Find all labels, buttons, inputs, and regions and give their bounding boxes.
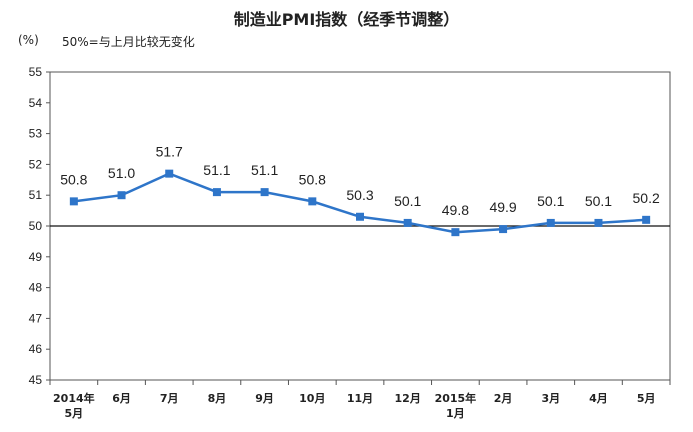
x-tick-label: 2015年 xyxy=(435,391,477,405)
data-label: 50.1 xyxy=(394,193,421,209)
x-tick-label: 8月 xyxy=(208,392,227,405)
y-tick-label: 54 xyxy=(29,96,43,110)
x-tick-label: 12月 xyxy=(395,392,421,405)
data-point xyxy=(212,188,221,197)
y-tick-label: 50 xyxy=(29,219,43,233)
data-label: 50.1 xyxy=(585,193,612,209)
y-tick-label: 46 xyxy=(29,342,43,356)
x-tick-label: 4月 xyxy=(589,392,608,405)
data-point xyxy=(451,228,460,237)
y-tick-label: 55 xyxy=(29,65,43,79)
x-tick-label: 9月 xyxy=(255,392,274,405)
data-label: 51.1 xyxy=(251,162,278,178)
data-point xyxy=(499,225,508,234)
data-label: 51.1 xyxy=(203,162,230,178)
data-label: 51.7 xyxy=(156,144,183,160)
data-point xyxy=(594,218,603,227)
data-point xyxy=(546,218,555,227)
chart-annotation: 50%=与上月比较无变化 xyxy=(62,35,195,49)
data-point xyxy=(403,218,412,227)
data-point xyxy=(165,169,174,178)
y-tick-label: 48 xyxy=(29,281,43,295)
x-tick-label: 5月 xyxy=(65,407,84,420)
x-tick-label: 3月 xyxy=(541,392,560,405)
data-label: 50.1 xyxy=(537,193,564,209)
data-point xyxy=(642,215,651,224)
y-tick-label: 47 xyxy=(29,311,43,325)
y-tick-label: 51 xyxy=(29,188,43,202)
data-point xyxy=(356,212,364,221)
chart-title: 制造业PMI指数（经季节调整） xyxy=(233,10,460,29)
y-tick-label: 53 xyxy=(29,127,43,141)
data-label: 50.2 xyxy=(633,190,660,206)
x-tick-label: 1月 xyxy=(446,407,465,420)
y-tick-label: 49 xyxy=(29,250,43,264)
x-tick-label: 5月 xyxy=(637,392,656,405)
data-label: 51.0 xyxy=(108,165,135,181)
y-tick-label: 52 xyxy=(29,157,43,171)
data-label: 49.8 xyxy=(442,202,469,218)
data-label: 50.3 xyxy=(346,187,373,203)
y-axis-unit: (%) xyxy=(18,33,39,47)
data-label: 50.8 xyxy=(60,171,87,187)
y-tick-label: 45 xyxy=(29,373,43,387)
data-label: 49.9 xyxy=(489,199,516,215)
x-tick-label: 11月 xyxy=(347,392,373,405)
x-tick-label: 2014年 xyxy=(53,391,95,405)
data-point xyxy=(260,188,269,197)
data-point xyxy=(308,197,317,206)
x-tick-label: 10月 xyxy=(299,392,325,405)
data-point xyxy=(69,197,78,206)
data-point xyxy=(117,191,126,200)
x-tick-label: 6月 xyxy=(112,392,131,405)
data-label: 50.8 xyxy=(299,171,326,187)
x-tick-label: 7月 xyxy=(160,392,179,405)
x-tick-label: 2月 xyxy=(494,392,513,405)
